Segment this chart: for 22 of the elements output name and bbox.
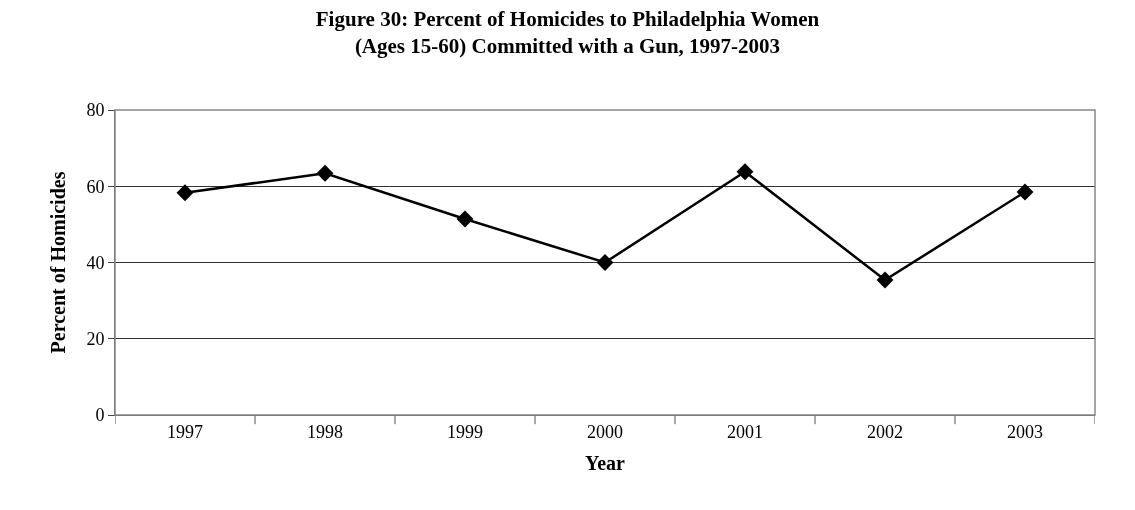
x-tick-label: 2002 bbox=[867, 421, 903, 442]
y-tick-label: 20 bbox=[86, 329, 105, 350]
point bbox=[316, 164, 334, 182]
x-tick-label: 1997 bbox=[167, 421, 203, 442]
x-tick-label: 1998 bbox=[307, 421, 343, 442]
point bbox=[176, 184, 194, 202]
x-tick-label: 2001 bbox=[727, 421, 763, 442]
y-tick-label: 0 bbox=[95, 405, 105, 426]
point bbox=[596, 254, 614, 271]
point bbox=[876, 271, 894, 289]
y-tick-label: 80 bbox=[86, 100, 105, 121]
point bbox=[1016, 183, 1034, 201]
y-tick-label: 40 bbox=[86, 252, 105, 273]
chart-title: Figure 30: Percent of Homicides to Philadelphia Women (Ages 15-60) Committed with a Gun, 1997-2003 bbox=[315, 6, 820, 58]
x-tick-label: 2000 bbox=[587, 421, 623, 442]
x-tick-label: 2003 bbox=[1007, 421, 1043, 442]
point bbox=[456, 210, 474, 228]
y-axis-title: Percent of Homicides bbox=[46, 171, 69, 354]
y-tick-label: 60 bbox=[86, 176, 105, 197]
point bbox=[736, 163, 754, 181]
x-axis-title: Year bbox=[585, 452, 626, 475]
x-tick-label: 1999 bbox=[447, 421, 483, 442]
